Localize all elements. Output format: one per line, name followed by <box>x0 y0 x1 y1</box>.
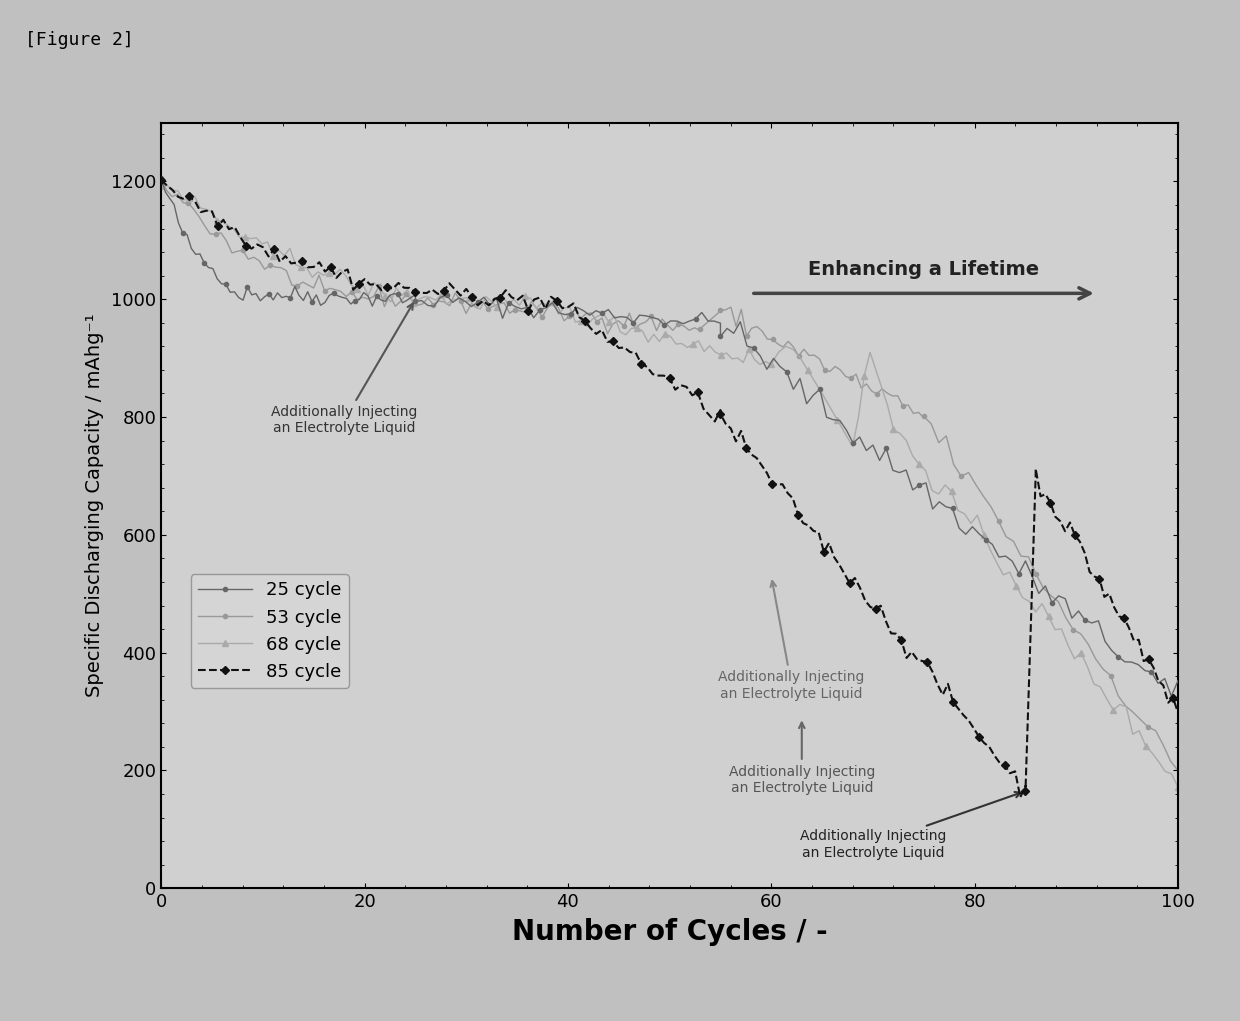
85 cycle <box>816 545 831 557</box>
Text: Additionally Injecting
an Electrolyte Liquid: Additionally Injecting an Electrolyte Li… <box>729 723 875 794</box>
68 cycle <box>243 233 258 245</box>
Line: 53 cycle: 53 cycle <box>159 177 1180 773</box>
25 cycle <box>458 295 472 307</box>
85 cycle <box>1171 707 1185 719</box>
85 cycle <box>696 402 711 415</box>
68 cycle <box>1171 781 1185 793</box>
68 cycle <box>154 180 169 192</box>
68 cycle <box>160 179 175 191</box>
53 cycle <box>1171 765 1185 777</box>
68 cycle <box>713 349 728 361</box>
53 cycle <box>525 295 539 307</box>
85 cycle <box>284 257 299 270</box>
25 cycle <box>314 299 329 311</box>
Text: Additionally Injecting
an Electrolyte Liquid: Additionally Injecting an Electrolyte Li… <box>718 581 864 700</box>
68 cycle <box>484 295 498 307</box>
53 cycle <box>170 188 185 200</box>
Legend: 25 cycle, 53 cycle, 68 cycle, 85 cycle: 25 cycle, 53 cycle, 68 cycle, 85 cycle <box>191 574 348 688</box>
Line: 68 cycle: 68 cycle <box>159 183 1180 790</box>
25 cycle <box>1131 659 1146 671</box>
25 cycle <box>244 289 259 301</box>
53 cycle <box>355 291 370 303</box>
25 cycle <box>154 173 169 185</box>
Text: Additionally Injecting
an Electrolyte Liquid: Additionally Injecting an Electrolyte Li… <box>272 303 418 436</box>
Line: 85 cycle: 85 cycle <box>159 178 1180 800</box>
85 cycle <box>600 336 615 348</box>
68 cycle <box>321 266 336 279</box>
85 cycle <box>760 467 775 479</box>
53 cycle <box>154 173 169 185</box>
85 cycle <box>154 174 169 186</box>
Text: Additionally Injecting
an Electrolyte Liquid: Additionally Injecting an Electrolyte Li… <box>800 792 1021 860</box>
85 cycle <box>589 328 604 340</box>
53 cycle <box>268 261 283 274</box>
Text: Enhancing a Lifetime: Enhancing a Lifetime <box>808 259 1039 279</box>
68 cycle <box>205 205 219 217</box>
68 cycle <box>1100 693 1115 706</box>
25 cycle <box>1171 675 1185 687</box>
Text: [Figure 2]: [Figure 2] <box>25 31 134 49</box>
85 cycle <box>1013 791 1028 804</box>
25 cycle <box>166 198 181 210</box>
25 cycle <box>1038 580 1053 592</box>
53 cycle <box>1021 550 1035 563</box>
Line: 25 cycle: 25 cycle <box>159 177 1180 698</box>
Y-axis label: Specific Discharging Capacity / mAhg⁻¹: Specific Discharging Capacity / mAhg⁻¹ <box>86 313 104 697</box>
X-axis label: Number of Cycles / -: Number of Cycles / - <box>512 918 827 946</box>
53 cycle <box>1126 707 1141 719</box>
25 cycle <box>1164 690 1179 702</box>
